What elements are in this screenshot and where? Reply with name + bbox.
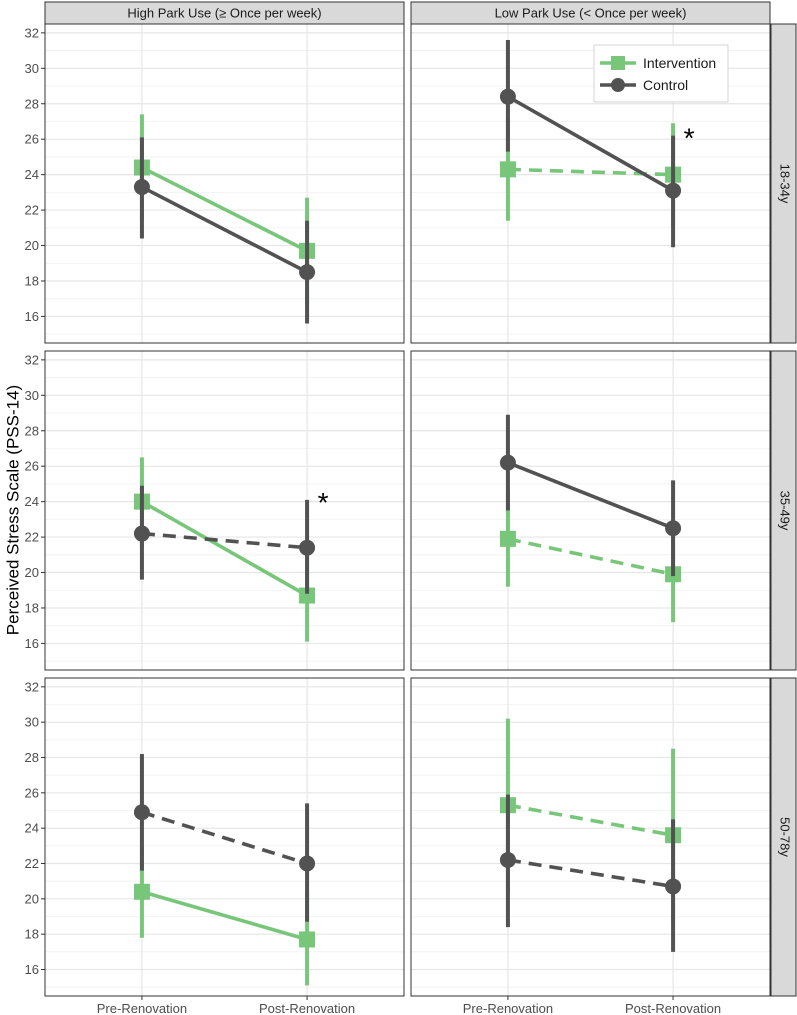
- legend-label-control: Control: [643, 77, 688, 93]
- y-tick-label: 22: [25, 530, 39, 545]
- control-point: [499, 454, 516, 471]
- control-point: [665, 182, 682, 199]
- intervention-point: [133, 883, 150, 900]
- y-tick-label: 32: [25, 25, 39, 40]
- y-tick-label: 26: [25, 785, 39, 800]
- y-tick-label: 16: [25, 636, 39, 651]
- y-tick-label: 22: [25, 203, 39, 218]
- intervention-point: [299, 587, 316, 604]
- x-tick-label: Pre-Renovation: [97, 1001, 187, 1015]
- control-point: [299, 264, 316, 281]
- control-series-line: [141, 531, 308, 550]
- y-tick-label: 20: [25, 238, 39, 253]
- y-axis-title: Perceived Stress Scale (PSS-14): [3, 385, 22, 635]
- control-series-line: [507, 858, 674, 889]
- control-point: [133, 804, 150, 821]
- y-tick-label: 26: [25, 459, 39, 474]
- panel-border: [44, 677, 405, 997]
- panel-background: [45, 351, 404, 670]
- legend-label-intervention: Intervention: [643, 55, 716, 71]
- y-tick-label: 18: [25, 927, 39, 942]
- y-tick-label: 24: [25, 821, 39, 836]
- panel-background: [45, 24, 404, 343]
- y-tick-label: 30: [25, 715, 39, 730]
- x-tick-label: Pre-Renovation: [463, 1001, 553, 1015]
- y-tick-label: 24: [25, 494, 39, 509]
- control-point: [665, 878, 682, 895]
- panel-background: [411, 351, 770, 670]
- y-tick-label: 20: [25, 565, 39, 580]
- row-strip-1: [770, 350, 797, 671]
- row-strip-0: [770, 23, 797, 344]
- intervention-point: [499, 161, 516, 178]
- column-strip-label-0: High Park Use (≥ Once per week): [127, 6, 321, 21]
- intervention-series-line: [141, 165, 308, 253]
- panel-background: [411, 678, 770, 996]
- row-strip-label-2: 50-78y: [778, 817, 793, 857]
- y-tick-label: 22: [25, 856, 39, 871]
- control-point: [499, 88, 516, 105]
- y-tick-label: 28: [25, 423, 39, 438]
- row-strip-label-0: 18-34y: [778, 164, 793, 204]
- panel-5: Pre-Renovation Post-Renovation: [410, 677, 771, 1015]
- y-tick-label: 26: [25, 132, 39, 147]
- panel-border: [410, 677, 771, 997]
- legend: Intervention Control: [593, 44, 729, 103]
- y-tick-label: 30: [25, 61, 39, 76]
- control-point: [133, 179, 150, 196]
- panel-border: [44, 350, 405, 671]
- y-tick-label: 32: [25, 679, 39, 694]
- row-strip-2: [770, 677, 797, 997]
- panel-3: [410, 350, 771, 671]
- control-point: [299, 855, 316, 872]
- y-tick-label: 24: [25, 167, 39, 182]
- row-strip-label-1: 35-49y: [778, 491, 793, 531]
- y-tick-label: 16: [25, 962, 39, 977]
- panel-border: [410, 350, 771, 671]
- control-series-line: [141, 810, 308, 866]
- panel-border: [410, 23, 771, 344]
- intervention-series-line: [507, 537, 674, 577]
- y-tick-label: 30: [25, 388, 39, 403]
- panel-border: [44, 23, 405, 344]
- y-tick-label: 16: [25, 309, 39, 324]
- control-series-line: [141, 185, 308, 274]
- significance-asterisk: *: [318, 487, 329, 518]
- y-tick-label: 20: [25, 891, 39, 906]
- y-tick-label: 18: [25, 600, 39, 615]
- control-point: [499, 851, 516, 868]
- control-series-line: [507, 95, 674, 193]
- y-tick-label: 28: [25, 750, 39, 765]
- significance-asterisk: *: [684, 123, 695, 154]
- legend-intervention-marker: [611, 56, 625, 70]
- y-tick-label: 32: [25, 352, 39, 367]
- panel-0: 16 18 20 22 24 26 28 30 32: [25, 23, 405, 344]
- intervention-series-line: [141, 500, 308, 598]
- panel-2: * 16 18 20 22 24 26 28 30 32: [25, 350, 405, 671]
- legend-control-marker: [611, 78, 625, 92]
- y-tick-label: 28: [25, 96, 39, 111]
- panel-4: 16 18 20 22 24 26 28 30 32 Pre-Renovation Post-Ren…: [25, 677, 405, 1015]
- intervention-series-line: [141, 890, 308, 942]
- y-tick-label: 18: [25, 273, 39, 288]
- control-point: [665, 520, 682, 537]
- control-series-line: [507, 460, 674, 530]
- x-tick-label: Post-Renovation: [625, 1001, 721, 1015]
- intervention-point: [499, 530, 516, 547]
- intervention-series-line: [507, 803, 674, 838]
- legend-box: [593, 44, 729, 103]
- x-tick-label: Post-Renovation: [259, 1001, 355, 1015]
- control-point: [299, 539, 316, 556]
- column-strip-label-1: Low Park Use (< Once per week): [495, 6, 687, 21]
- intervention-point: [299, 931, 316, 948]
- control-point: [133, 525, 150, 542]
